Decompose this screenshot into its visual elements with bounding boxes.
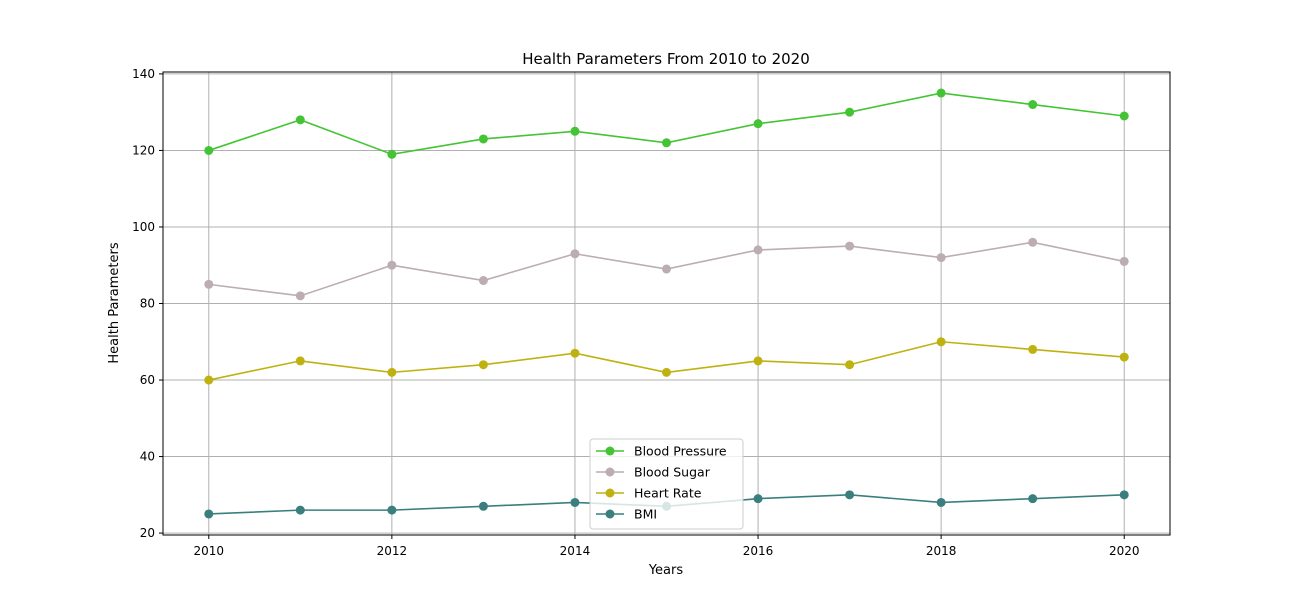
- data-point-blood-pressure: [295, 115, 305, 125]
- data-point-blood-sugar: [1119, 256, 1129, 266]
- data-point-blood-sugar: [845, 241, 855, 251]
- series-heart-rate: [204, 337, 1129, 385]
- y-axis-ticks: 20 40 60 80 100 120 140: [132, 67, 163, 540]
- data-point-bmi: [387, 505, 397, 515]
- legend-marker-heart-rate: [605, 488, 615, 498]
- legend-label-heart-rate: Heart Rate: [634, 486, 702, 501]
- data-point-blood-pressure: [478, 134, 488, 144]
- data-point-heart-rate: [478, 360, 488, 370]
- data-point-blood-sugar: [1028, 237, 1038, 247]
- y-tick-label: 40: [140, 450, 155, 464]
- legend-label-bmi: BMI: [634, 507, 657, 522]
- x-tick-label: 2012: [377, 544, 408, 558]
- data-point-bmi: [1119, 490, 1129, 500]
- y-tick-label: 140: [132, 67, 155, 81]
- data-point-heart-rate: [753, 356, 763, 366]
- x-tick-label: 2010: [193, 544, 224, 558]
- chart-title: Health Parameters From 2010 to 2020: [522, 50, 810, 68]
- data-point-blood-pressure: [1119, 111, 1129, 121]
- legend: Blood Pressure Blood Sugar Heart Rate BMI: [589, 438, 744, 530]
- data-point-blood-sugar: [204, 279, 214, 289]
- data-point-blood-pressure: [845, 107, 855, 117]
- y-tick-label: 80: [140, 297, 155, 311]
- legend-marker-blood-sugar: [605, 467, 615, 477]
- data-point-bmi: [295, 505, 305, 515]
- data-point-heart-rate: [936, 337, 946, 347]
- x-tick-label: 2020: [1109, 544, 1140, 558]
- data-point-blood-pressure: [387, 149, 397, 159]
- data-point-heart-rate: [387, 367, 397, 377]
- y-axis-label: Health Parameters: [107, 242, 122, 363]
- data-point-blood-pressure: [570, 126, 580, 136]
- data-point-blood-sugar: [570, 249, 580, 259]
- data-point-heart-rate: [845, 360, 855, 370]
- data-point-bmi: [936, 497, 946, 507]
- series-blood-sugar: [204, 237, 1129, 301]
- y-tick-label: 100: [132, 220, 155, 234]
- legend-label-blood-sugar: Blood Sugar: [634, 465, 711, 480]
- data-point-bmi: [1028, 494, 1038, 504]
- data-point-heart-rate: [662, 367, 671, 377]
- series-blood-pressure: [204, 88, 1129, 159]
- legend-marker-bmi: [605, 509, 615, 519]
- data-point-blood-sugar: [662, 264, 671, 274]
- data-point-blood-pressure: [662, 138, 671, 148]
- x-tick-label: 2016: [743, 544, 774, 558]
- legend-marker-blood-pressure: [605, 446, 615, 456]
- x-tick-label: 2018: [926, 544, 957, 558]
- data-point-blood-sugar: [295, 291, 305, 301]
- data-point-bmi: [753, 494, 763, 504]
- x-axis-ticks: 2010 2012 2014 2016 2018 2020: [193, 535, 1140, 558]
- data-point-heart-rate: [1119, 352, 1129, 362]
- y-tick-label: 120: [132, 143, 155, 157]
- data-point-blood-pressure: [204, 145, 214, 155]
- data-point-bmi: [570, 497, 580, 507]
- data-point-heart-rate: [204, 375, 214, 385]
- data-point-bmi: [845, 490, 855, 500]
- data-point-blood-sugar: [387, 260, 397, 270]
- data-point-heart-rate: [295, 356, 305, 366]
- data-point-bmi: [204, 509, 214, 519]
- data-point-blood-pressure: [936, 88, 946, 98]
- legend-box: [589, 438, 744, 530]
- legend-label-blood-pressure: Blood Pressure: [634, 444, 727, 459]
- data-point-blood-sugar: [936, 253, 946, 263]
- data-point-blood-sugar: [753, 245, 763, 255]
- data-point-heart-rate: [1028, 344, 1038, 354]
- x-tick-label: 2014: [560, 544, 591, 558]
- data-point-bmi: [478, 501, 488, 511]
- data-point-blood-sugar: [478, 276, 488, 286]
- data-point-blood-pressure: [1028, 100, 1038, 110]
- x-axis-label: Years: [648, 563, 684, 578]
- data-point-blood-pressure: [753, 119, 763, 129]
- data-point-heart-rate: [570, 348, 580, 358]
- grid-lines: [163, 72, 1170, 535]
- y-tick-label: 60: [140, 373, 155, 387]
- y-tick-label: 20: [140, 526, 155, 540]
